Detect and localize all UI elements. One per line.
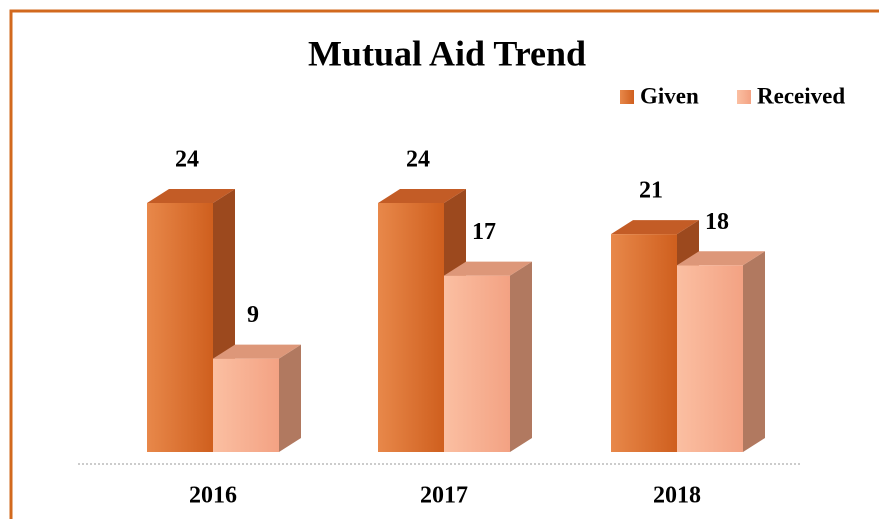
bar-top — [378, 189, 466, 203]
bar-top — [677, 251, 765, 266]
legend-swatch — [620, 90, 634, 104]
bar-front — [677, 265, 743, 452]
value-label: 9 — [247, 302, 259, 328]
value-label: 24 — [406, 147, 430, 173]
bar-front — [611, 234, 677, 452]
bar-top — [213, 344, 301, 359]
x-tick-label: 2018 — [653, 483, 701, 509]
frame — [9, 9, 879, 519]
value-label: 21 — [639, 178, 663, 204]
bar-side — [279, 344, 301, 452]
value-label: 18 — [705, 209, 729, 235]
bar — [213, 344, 301, 452]
value-label: 17 — [472, 219, 496, 245]
x-tick-label: 2016 — [189, 483, 237, 509]
bar-front — [213, 358, 279, 452]
x-tick-label: 2017 — [420, 483, 468, 509]
bar-side — [510, 261, 532, 452]
bar-side — [743, 251, 765, 452]
bar-front — [378, 203, 444, 452]
value-label: 24 — [175, 147, 199, 173]
chart-title: Mutual Aid Trend — [308, 33, 586, 73]
bar-front — [444, 275, 510, 452]
bar-top — [611, 220, 699, 235]
bar-top — [147, 189, 235, 203]
bar-top — [444, 261, 532, 276]
bar — [677, 251, 765, 452]
legend-swatch — [737, 90, 751, 104]
bar — [444, 261, 532, 452]
bar-front — [147, 203, 213, 452]
legend-label: Received — [757, 83, 845, 108]
legend-label: Given — [640, 83, 699, 108]
